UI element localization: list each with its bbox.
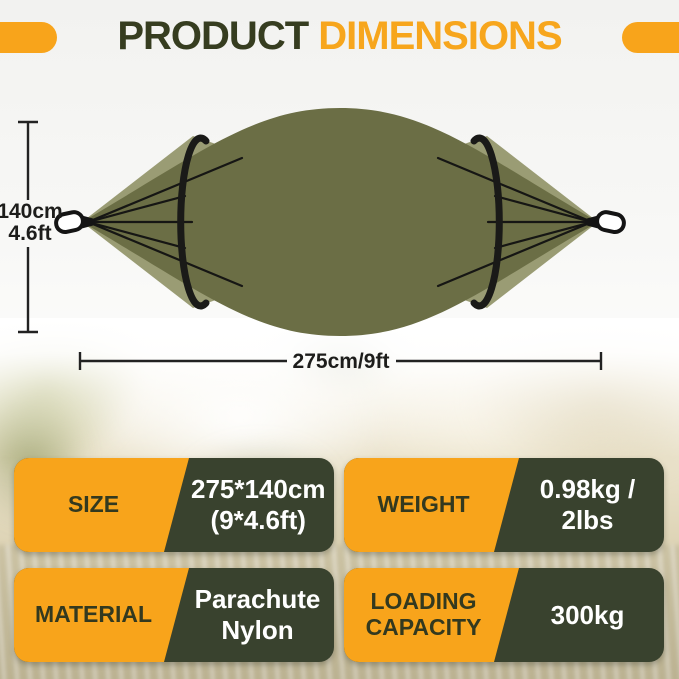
- suspension-strings-left: [86, 156, 244, 288]
- spec-value: 300kg: [519, 568, 664, 662]
- spreader-ring-right-icon: [470, 134, 503, 310]
- spec-card-loading-capacity: LOADING CAPACITY 300kg: [344, 568, 664, 662]
- height-label-cm: 140cm: [0, 200, 63, 223]
- spec-label: WEIGHT: [344, 458, 519, 552]
- spec-value: 275*140cm (9*4.6ft): [189, 458, 334, 552]
- header: PRODUCT DIMENSIONS: [0, 0, 679, 80]
- spec-card-material: MATERIAL Parachute Nylon: [14, 568, 334, 662]
- spec-value: Parachute Nylon: [189, 568, 334, 662]
- spec-card-weight: WEIGHT 0.98kg / 2lbs: [344, 458, 664, 552]
- header-right-pill: [622, 22, 679, 53]
- spec-label: MATERIAL: [14, 568, 189, 662]
- spec-value-line1: 275*140cm: [191, 474, 326, 505]
- spec-label: SIZE: [14, 458, 189, 552]
- title-word-product: PRODUCT: [117, 14, 309, 58]
- width-label: 275cm/9ft: [293, 350, 390, 373]
- spreader-ring-left-icon: [177, 134, 210, 310]
- width-dimension-line: [78, 352, 603, 370]
- height-dimension-line: [18, 120, 38, 334]
- page-title: PRODUCT DIMENSIONS: [0, 15, 679, 57]
- title-word-dimensions: DIMENSIONS: [318, 14, 562, 58]
- spec-value: 0.98kg / 2lbs: [519, 458, 664, 552]
- carabiner-right-icon: [585, 210, 626, 235]
- spec-value-line1: Parachute Nylon: [194, 584, 321, 645]
- spec-value-line1: 300kg: [550, 599, 625, 630]
- spec-label: LOADING CAPACITY: [344, 568, 519, 662]
- specs-grid: SIZE 275*140cm (9*4.6ft) WEIGHT 0.98kg /…: [14, 458, 664, 662]
- height-label-ft: 4.6ft: [8, 222, 51, 245]
- hammock-diagram: 140cm 4.6ft 275cm/9ft: [0, 108, 626, 373]
- carabiner-left-icon: [54, 210, 95, 235]
- hammock-body: [82, 108, 598, 336]
- spec-value-line2: (9*4.6ft): [210, 505, 306, 535]
- spec-card-size: SIZE 275*140cm (9*4.6ft): [14, 458, 334, 552]
- header-left-pill: [0, 22, 57, 53]
- spec-value-line1: 0.98kg / 2lbs: [539, 474, 636, 535]
- suspension-strings-right: [436, 156, 594, 288]
- photo-white-fade: [0, 318, 679, 468]
